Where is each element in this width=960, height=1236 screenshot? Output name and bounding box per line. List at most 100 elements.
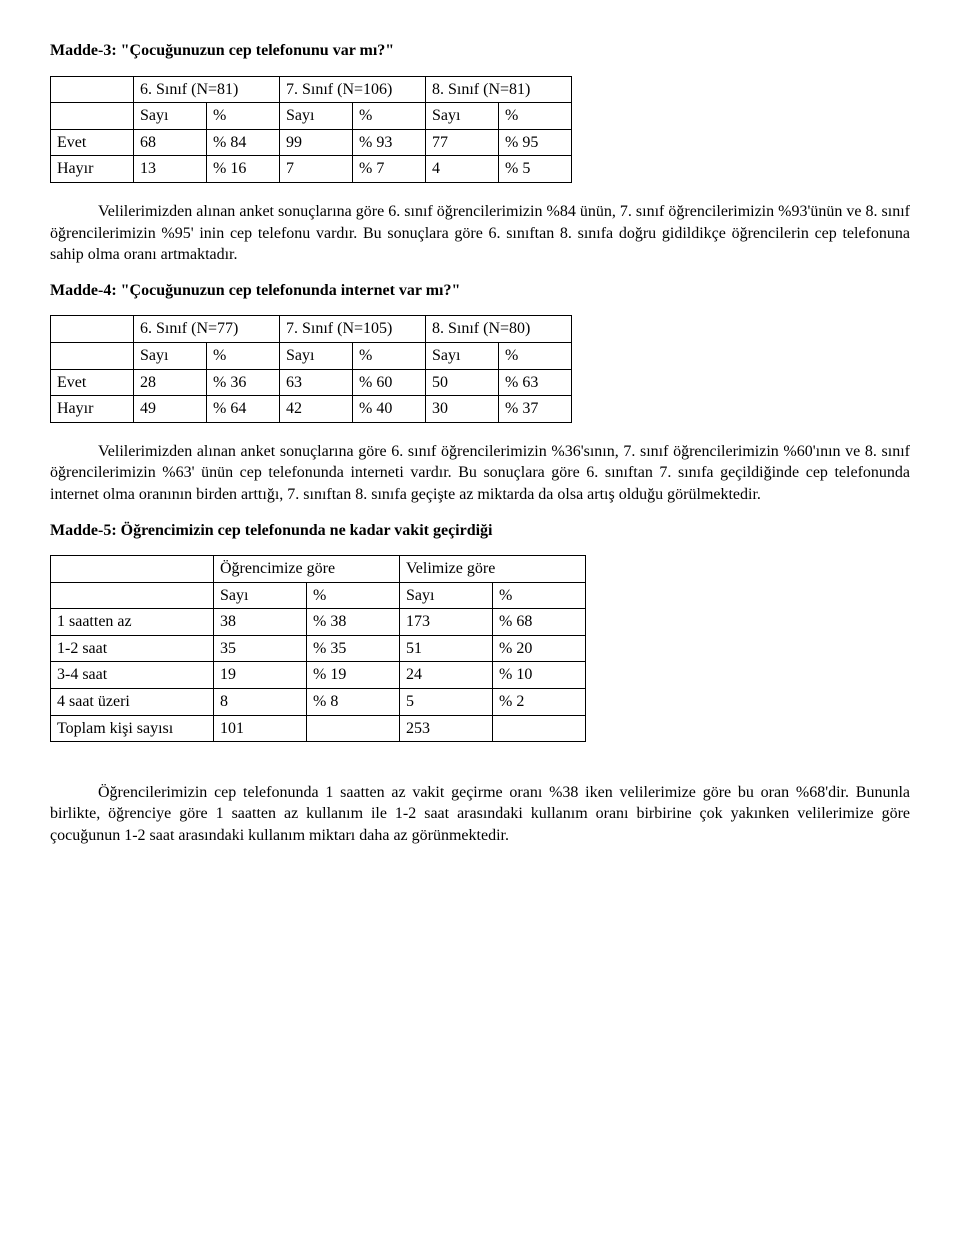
table-cell: 8: [214, 689, 307, 716]
row-label: Evet: [51, 129, 134, 156]
table-cell: [51, 76, 134, 103]
table-cell: 173: [400, 609, 493, 636]
table-subheader: Sayı: [214, 582, 307, 609]
madde3-paragraph: Velilerimizden alınan anket sonuçlarına …: [50, 201, 910, 266]
table-row: Hayır 49 % 64 42 % 40 30 % 37: [51, 396, 572, 423]
table-cell: 30: [426, 396, 499, 423]
table-cell: % 60: [353, 369, 426, 396]
table-cell: % 36: [207, 369, 280, 396]
table-cell: [51, 103, 134, 130]
madde3-table: 6. Sınıf (N=81) 7. Sınıf (N=106) 8. Sını…: [50, 76, 572, 183]
table-cell: 35: [214, 635, 307, 662]
row-label: 1 saatten az: [51, 609, 214, 636]
table-cell: 42: [280, 396, 353, 423]
madde4-title: Madde-4: "Çocuğunuzun cep telefonunda in…: [50, 280, 910, 302]
table-cell: % 84: [207, 129, 280, 156]
table-cell: [493, 715, 586, 742]
table-cell: 77: [426, 129, 499, 156]
table-cell: 51: [400, 635, 493, 662]
table-cell: % 63: [499, 369, 572, 396]
madde5-title: Madde-5: Öğrencimizin cep telefonunda ne…: [50, 520, 910, 542]
row-label: Hayır: [51, 396, 134, 423]
table-subheader: Sayı: [400, 582, 493, 609]
table-subheader: %: [207, 103, 280, 130]
table-cell: % 20: [493, 635, 586, 662]
table-cell: 7: [280, 156, 353, 183]
table-cell: % 7: [353, 156, 426, 183]
table-cell: 19: [214, 662, 307, 689]
row-label: Toplam kişi sayısı: [51, 715, 214, 742]
table-row: Evet 28 % 36 63 % 60 50 % 63: [51, 369, 572, 396]
table-row: 4 saat üzeri 8 % 8 5 % 2: [51, 689, 586, 716]
table-cell: [307, 715, 400, 742]
table-cell: [51, 342, 134, 369]
table-row: Toplam kişi sayısı 101 253: [51, 715, 586, 742]
table-cell: % 2: [493, 689, 586, 716]
madde4-table: 6. Sınıf (N=77) 7. Sınıf (N=105) 8. Sını…: [50, 315, 572, 422]
table-subheader: %: [493, 582, 586, 609]
table-cell: [51, 556, 214, 583]
table-cell: [51, 316, 134, 343]
table-cell: % 8: [307, 689, 400, 716]
row-label: 1-2 saat: [51, 635, 214, 662]
table-cell: 13: [134, 156, 207, 183]
table-cell: 101: [214, 715, 307, 742]
table-header: 7. Sınıf (N=105): [280, 316, 426, 343]
table-subheader: %: [353, 103, 426, 130]
table-row: Hayır 13 % 16 7 % 7 4 % 5: [51, 156, 572, 183]
table-row: 1 saatten az 38 % 38 173 % 68: [51, 609, 586, 636]
table-header: 6. Sınıf (N=77): [134, 316, 280, 343]
table-cell: % 10: [493, 662, 586, 689]
table-subheader: %: [499, 103, 572, 130]
table-cell: % 64: [207, 396, 280, 423]
table-cell: % 38: [307, 609, 400, 636]
table-header: 8. Sınıf (N=80): [426, 316, 572, 343]
table-row: Evet 68 % 84 99 % 93 77 % 95: [51, 129, 572, 156]
table-subheader: Sayı: [280, 103, 353, 130]
table-cell: 50: [426, 369, 499, 396]
table-subheader: Sayı: [280, 342, 353, 369]
table-header: Öğrencimize göre: [214, 556, 400, 583]
table-row: 1-2 saat 35 % 35 51 % 20: [51, 635, 586, 662]
table-cell: % 37: [499, 396, 572, 423]
row-label: 3-4 saat: [51, 662, 214, 689]
table-cell: 68: [134, 129, 207, 156]
table-header: Velimize göre: [400, 556, 586, 583]
table-subheader: Sayı: [426, 103, 499, 130]
madde5-paragraph: Öğrencilerimizin cep telefonunda 1 saatt…: [50, 782, 910, 847]
row-label: Hayır: [51, 156, 134, 183]
table-cell: % 95: [499, 129, 572, 156]
table-subheader: %: [499, 342, 572, 369]
table-subheader: Sayı: [426, 342, 499, 369]
row-label: Evet: [51, 369, 134, 396]
table-subheader: Sayı: [134, 103, 207, 130]
table-cell: % 40: [353, 396, 426, 423]
table-cell: [51, 582, 214, 609]
madde5-table: Öğrencimize göre Velimize göre Sayı % Sa…: [50, 555, 586, 742]
table-header: 8. Sınıf (N=81): [426, 76, 572, 103]
table-cell: 49: [134, 396, 207, 423]
table-cell: 4: [426, 156, 499, 183]
table-subheader: %: [207, 342, 280, 369]
row-label: 4 saat üzeri: [51, 689, 214, 716]
table-cell: 99: [280, 129, 353, 156]
table-subheader: %: [353, 342, 426, 369]
madde4-paragraph: Velilerimizden alınan anket sonuçlarına …: [50, 441, 910, 506]
table-cell: 253: [400, 715, 493, 742]
table-cell: 5: [400, 689, 493, 716]
table-cell: % 93: [353, 129, 426, 156]
table-cell: 38: [214, 609, 307, 636]
table-cell: % 5: [499, 156, 572, 183]
table-cell: 24: [400, 662, 493, 689]
table-header: 7. Sınıf (N=106): [280, 76, 426, 103]
table-cell: % 35: [307, 635, 400, 662]
table-cell: 28: [134, 369, 207, 396]
table-cell: % 19: [307, 662, 400, 689]
table-subheader: %: [307, 582, 400, 609]
table-row: 3-4 saat 19 % 19 24 % 10: [51, 662, 586, 689]
table-cell: % 68: [493, 609, 586, 636]
table-cell: % 16: [207, 156, 280, 183]
table-cell: 63: [280, 369, 353, 396]
table-subheader: Sayı: [134, 342, 207, 369]
table-header: 6. Sınıf (N=81): [134, 76, 280, 103]
